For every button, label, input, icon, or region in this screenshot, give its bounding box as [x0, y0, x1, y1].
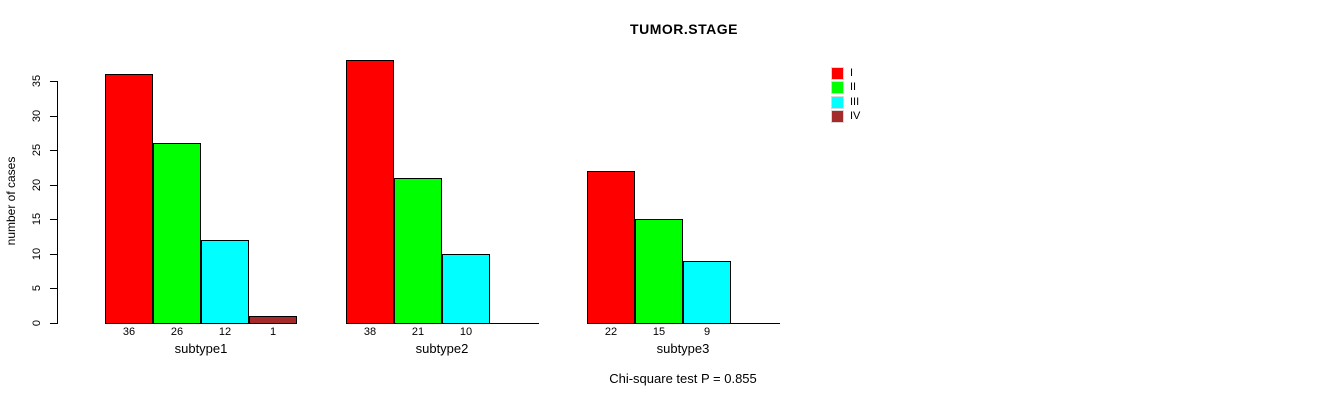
bar-iv-subtype1: [249, 316, 297, 324]
category-label-subtype2: subtype2: [415, 341, 469, 356]
bar-value-label: 9: [703, 326, 711, 338]
bar-value-label: 12: [218, 326, 232, 338]
legend-label: II: [850, 81, 857, 93]
legend-swatch-iii: [831, 96, 844, 109]
chi-square-annotation: Chi-square test P = 0.855: [609, 371, 757, 386]
bar-ii-subtype3: [635, 219, 683, 324]
bar-iv-subtype3-zero: [731, 323, 780, 324]
bar-i-subtype1: [105, 74, 153, 324]
bar-value-label: 22: [604, 326, 618, 338]
bar-value-label: 36: [122, 326, 136, 338]
legend-label: III: [850, 96, 860, 108]
y-tick-mark: [50, 219, 57, 220]
legend-label: I: [850, 67, 854, 79]
y-tick-label-text: 25: [31, 143, 43, 157]
bar-ii-subtype1: [153, 143, 201, 324]
y-tick-label-text: 0: [31, 319, 43, 327]
y-tick-mark: [50, 288, 57, 289]
y-tick-mark: [50, 323, 57, 324]
y-axis-line: [57, 81, 58, 324]
bar-iv-subtype2-zero: [490, 323, 539, 324]
bar-value-label: 21: [411, 326, 425, 338]
category-label-subtype3: subtype3: [656, 341, 710, 356]
y-tick-mark: [50, 150, 57, 151]
legend-label: IV: [850, 110, 861, 122]
bar-iii-subtype1: [201, 240, 249, 324]
bar-ii-subtype2: [394, 178, 442, 324]
bar-value-label: 10: [459, 326, 473, 338]
bar-i-subtype3: [587, 171, 635, 324]
y-tick-label-text: 30: [31, 109, 43, 123]
category-label-subtype1: subtype1: [174, 341, 228, 356]
y-tick-label-text: 15: [31, 212, 43, 226]
y-tick-label-text: 5: [31, 284, 43, 292]
y-tick-mark: [50, 81, 57, 82]
y-tick-mark: [50, 254, 57, 255]
bar-iii-subtype3: [683, 261, 731, 324]
legend-swatch-ii: [831, 81, 844, 94]
chart-title: TUMOR.STAGE: [630, 21, 738, 37]
bar-value-label: 26: [170, 326, 184, 338]
legend-swatch-iv: [831, 110, 844, 123]
y-tick-label-text: 35: [31, 74, 43, 88]
bar-value-label: 15: [652, 326, 666, 338]
y-tick-label-text: 20: [31, 178, 43, 192]
y-tick-mark: [50, 185, 57, 186]
bar-iii-subtype2: [442, 254, 490, 324]
bar-value-label: 1: [269, 326, 277, 338]
bar-value-label: 38: [363, 326, 377, 338]
y-tick-mark: [50, 116, 57, 117]
y-tick-label-text: 10: [31, 247, 43, 261]
y-axis-label-text: number of cases: [4, 156, 18, 246]
legend-swatch-i: [831, 67, 844, 80]
bar-i-subtype2: [346, 60, 394, 324]
